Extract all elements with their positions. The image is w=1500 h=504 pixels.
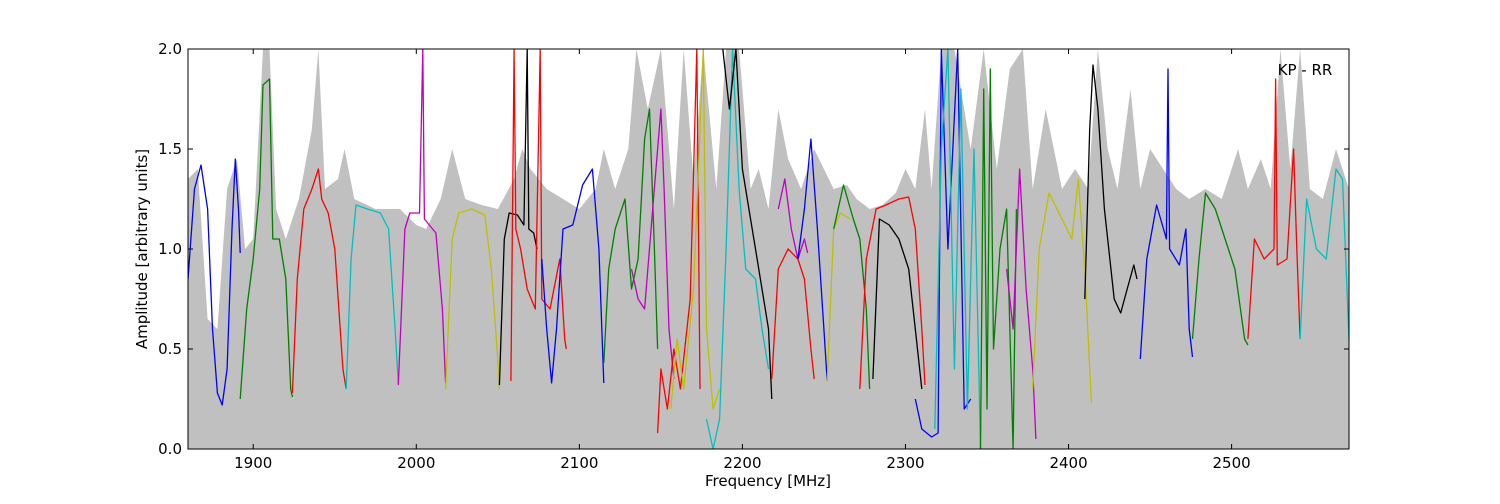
axis-ticks: 1900 2000 2100 2200 2300 2400 2500 0.0 0.5 1.0 1.5… (158, 40, 1349, 472)
series-line-17 (777, 178, 809, 260)
series-line-23 (914, 49, 972, 438)
series-line-22 (872, 218, 923, 390)
series-line-27 (1032, 178, 1093, 404)
series-line-9 (541, 168, 605, 384)
series-line-25 (979, 68, 1018, 449)
series-line-19 (826, 212, 851, 382)
x-tick-label: 2000 (397, 454, 435, 472)
y-tick-label: 1.5 (158, 140, 182, 158)
series-line-18 (797, 138, 828, 382)
plot-area (188, 49, 1349, 449)
y-tick-label: 2.0 (158, 40, 182, 58)
series-line-5 (397, 49, 447, 386)
x-tick-label: 2200 (723, 454, 761, 472)
series-line-30 (1191, 192, 1249, 346)
y-tick-label: 1.0 (158, 240, 182, 258)
x-tick-label: 1900 (234, 454, 272, 472)
x-tick-label: 2500 (1213, 454, 1251, 472)
x-axis-label: Frequency [MHz] (705, 472, 831, 490)
series-line-14 (705, 49, 770, 449)
series-line-32 (1299, 168, 1349, 340)
series-line-4 (345, 204, 399, 390)
series-line-7 (498, 49, 538, 386)
series-line-24 (934, 49, 982, 449)
series-line-31 (1247, 78, 1301, 340)
y-axis-label: Amplitude [arbitrary units] (133, 149, 151, 349)
series-line-6 (444, 208, 501, 390)
grey-envelope-band (188, 49, 1349, 449)
series-line-10 (603, 108, 659, 364)
series-line-21 (859, 196, 926, 390)
series-line-3 (291, 168, 347, 394)
y-tick-label: 0.5 (158, 340, 182, 358)
series-line-29 (1139, 68, 1194, 360)
series-line-20 (833, 184, 871, 390)
baseline-annotation: KP - RR (1278, 61, 1333, 79)
series-line-13 (670, 49, 721, 410)
series-line-2 (239, 78, 294, 400)
series-line-15 (722, 49, 773, 400)
x-tick-label: 2400 (1049, 454, 1087, 472)
series-line-1 (188, 158, 241, 406)
series-line-12 (656, 49, 701, 434)
series-line-28 (1084, 64, 1138, 314)
series-line-11 (630, 108, 675, 380)
x-tick-label: 2300 (886, 454, 924, 472)
x-tick-label: 2100 (560, 454, 598, 472)
y-tick-label: 0.0 (158, 440, 182, 458)
